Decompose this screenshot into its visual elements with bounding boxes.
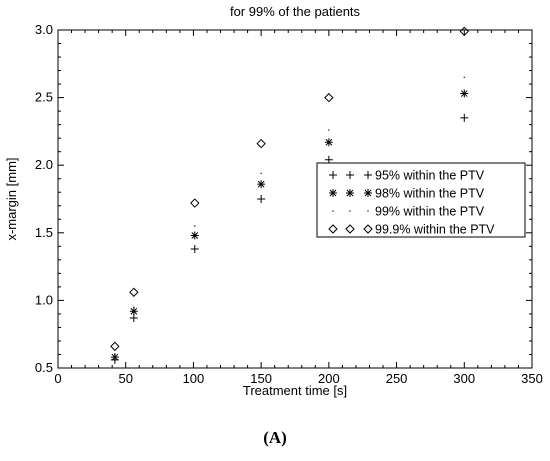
legend-marker-diamond	[363, 224, 373, 234]
point-diamond	[110, 341, 120, 352]
x-tick-label: 350	[521, 371, 543, 386]
legend-entry-label: 95% within the PTV	[375, 169, 485, 183]
legend-entry-label: 99.9% within the PTV	[375, 223, 495, 237]
x-tick-label: 0	[54, 371, 61, 386]
legend-marker-plus	[346, 171, 354, 179]
y-axis-ticks: 0.5 1.0 1.5 2.0 2.5 3.0	[35, 22, 532, 375]
point-dot	[133, 306, 135, 308]
x-tick-label: 100	[183, 371, 205, 386]
point-diamond	[459, 26, 469, 37]
legend-marker-star	[364, 189, 372, 197]
legend-marker-star	[329, 189, 337, 197]
y-tick-label: 1.0	[35, 292, 53, 307]
point-dot	[463, 76, 465, 78]
legend: 95% within the PTV 98% within the PTV 99% …	[316, 162, 526, 238]
point-dot	[194, 225, 196, 227]
legend-marker-diamond	[345, 224, 355, 234]
y-axis-label: x-margin [mm]	[4, 157, 19, 240]
y-tick-label: 2.5	[35, 90, 53, 105]
legend-marker-diamond	[328, 224, 338, 234]
data-points	[110, 26, 469, 364]
legend-marker-plus	[364, 171, 372, 179]
point-diamond	[324, 92, 334, 103]
point-dot	[114, 353, 116, 356]
x-tick-label: 250	[386, 371, 408, 386]
y-tick-label: 3.0	[35, 22, 53, 37]
legend-entry-label: 98% within the PTV	[375, 187, 485, 201]
legend-marker-dot	[367, 210, 369, 212]
point-star	[110, 353, 119, 362]
point-star	[190, 231, 199, 240]
chart-title: for 99% of the patients	[230, 4, 361, 19]
point-plus	[324, 155, 333, 164]
point-star	[129, 307, 138, 316]
legend-marker-dot	[332, 210, 334, 212]
point-plus	[257, 195, 266, 203]
point-diamond	[256, 138, 266, 149]
x-tick-label: 50	[118, 371, 132, 386]
x-axis-label: Treatment time [s]	[243, 383, 347, 398]
point-star	[257, 180, 266, 189]
point-dot	[328, 129, 330, 131]
legend-marker-dot	[349, 210, 351, 212]
x-tick-label: 200	[318, 371, 340, 386]
y-tick-label: 1.5	[35, 225, 53, 240]
point-diamond	[129, 287, 139, 297]
legend-entry-label: 99% within the PTV	[375, 205, 485, 219]
panel-label: (A)	[263, 428, 287, 447]
point-diamond	[190, 198, 200, 208]
point-star	[324, 138, 333, 147]
point-plus	[129, 313, 138, 322]
point-plus	[190, 245, 199, 254]
point-dot	[260, 172, 262, 174]
legend-marker-plus	[329, 171, 337, 179]
plot-frame	[57, 29, 533, 369]
y-tick-label: 2.0	[35, 157, 53, 172]
legend-marker-star	[346, 189, 354, 197]
y-tick-label: 0.5	[35, 360, 53, 375]
point-plus	[460, 113, 469, 122]
point-star	[460, 89, 469, 98]
x-axis-ticks: 0 50 100 150 200 250 300 350	[54, 30, 543, 386]
x-tick-label: 300	[453, 371, 475, 386]
x-tick-label: 150	[250, 371, 272, 386]
